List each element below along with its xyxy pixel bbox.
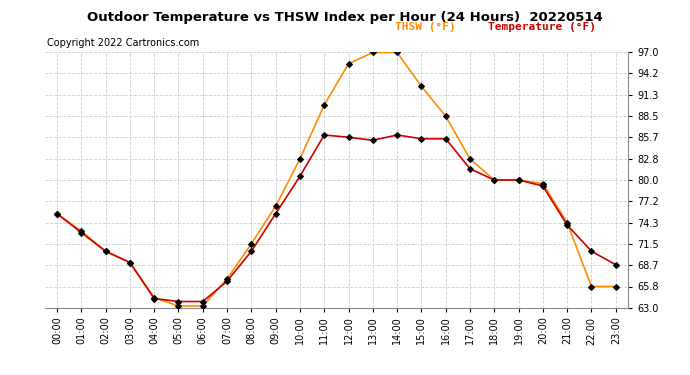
Point [221, 276, 233, 282]
Point [124, 260, 135, 266]
Point [124, 260, 135, 266]
Text: THSW (°F): THSW (°F) [395, 22, 462, 32]
Point [538, 183, 549, 189]
Point [221, 278, 233, 284]
Point [440, 136, 451, 142]
Point [343, 61, 354, 67]
Point [76, 228, 87, 234]
Point [173, 303, 184, 309]
Point [319, 102, 330, 108]
Point [562, 222, 573, 228]
Point [562, 220, 573, 226]
Point [148, 296, 159, 302]
Point [610, 262, 621, 268]
Point [100, 248, 111, 254]
Point [295, 156, 306, 162]
Point [76, 230, 87, 236]
Point [489, 177, 500, 183]
Point [173, 298, 184, 304]
Point [416, 83, 427, 89]
Point [440, 113, 451, 119]
Point [392, 50, 403, 55]
Point [513, 177, 524, 183]
Point [270, 203, 281, 209]
Point [246, 241, 257, 247]
Point [464, 156, 475, 162]
Point [52, 211, 63, 217]
Point [392, 132, 403, 138]
Point [197, 303, 208, 309]
Point [270, 211, 281, 217]
Text: Temperature (°F): Temperature (°F) [488, 22, 596, 32]
Point [100, 248, 111, 254]
Point [148, 295, 159, 301]
Text: Outdoor Temperature vs THSW Index per Hour (24 Hours)  20220514: Outdoor Temperature vs THSW Index per Ho… [87, 11, 603, 24]
Point [586, 248, 597, 254]
Point [489, 177, 500, 183]
Point [586, 284, 597, 290]
Point [52, 211, 63, 217]
Point [416, 136, 427, 142]
Point [197, 298, 208, 304]
Point [538, 181, 549, 187]
Point [367, 137, 378, 143]
Point [343, 134, 354, 140]
Point [367, 50, 378, 55]
Point [513, 177, 524, 183]
Point [610, 284, 621, 290]
Point [464, 166, 475, 172]
Point [246, 248, 257, 254]
Point [319, 132, 330, 138]
Point [295, 173, 306, 179]
Text: Copyright 2022 Cartronics.com: Copyright 2022 Cartronics.com [47, 38, 199, 48]
